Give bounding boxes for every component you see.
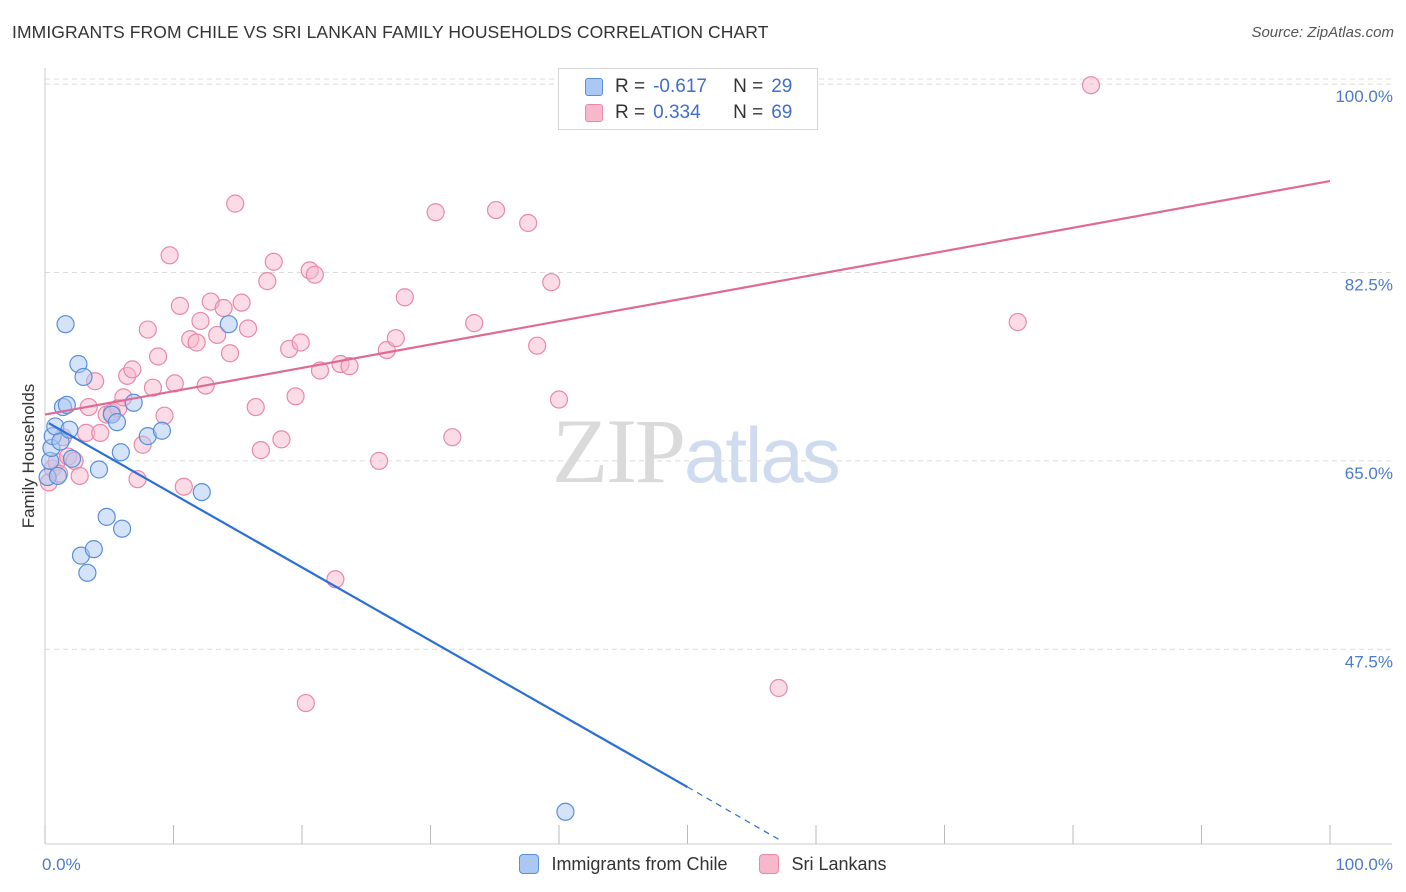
point-sri-lankans xyxy=(232,293,251,312)
point-sri-lankans xyxy=(465,314,484,333)
point-chile xyxy=(192,482,211,502)
point-sri-lankans xyxy=(386,329,405,348)
point-sri-lankans xyxy=(191,311,210,331)
tick-labels: 47.5% 65.0% 82.5% 100.0% 0.0% 100.0% Family Ho… xyxy=(19,87,1393,874)
legend-item-sri-lankans[interactable]: Sri Lankans xyxy=(759,853,887,875)
point-sri-lankans xyxy=(370,451,389,470)
watermark: ZIPatlas xyxy=(552,398,841,504)
point-chile xyxy=(89,460,109,479)
point-sri-lankans xyxy=(443,428,462,447)
legend-r-value: 0.334 xyxy=(653,102,701,123)
point-sri-lankans xyxy=(340,357,359,376)
source-credit: Source: ZipAtlas.com xyxy=(1251,24,1394,41)
point-sri-lankans xyxy=(426,203,445,222)
point-sri-lankans xyxy=(143,378,163,397)
point-sri-lankans xyxy=(272,430,291,449)
chart-title: IMMIGRANTS FROM CHILE VS SRI LANKAN FAMI… xyxy=(12,22,769,42)
legend-r-label: R = xyxy=(615,102,646,123)
point-sri-lankans xyxy=(148,347,168,366)
point-sri-lankans xyxy=(1081,76,1101,95)
legend-swatch-pink xyxy=(759,854,780,874)
point-sri-lankans xyxy=(246,397,265,417)
point-chile xyxy=(97,507,116,526)
point-sri-lankans xyxy=(174,477,193,496)
point-chile xyxy=(219,315,238,334)
point-sri-lankans xyxy=(208,325,227,345)
y-tick-label: 100.0% xyxy=(1335,87,1393,106)
correlation-legend: R = -0.617 N = 29 R = 0.334 N = 69 xyxy=(558,68,818,130)
point-chile xyxy=(84,540,103,559)
trendline-chile-extension xyxy=(687,786,782,842)
point-sri-lankans xyxy=(251,441,270,460)
point-sri-lankans xyxy=(519,213,538,233)
legend-n-label: N = xyxy=(733,76,764,97)
legend-swatch-pink xyxy=(585,104,603,122)
point-chile xyxy=(112,519,132,538)
point-sri-lankans xyxy=(226,194,245,213)
legend-r-label: R = xyxy=(615,76,646,97)
point-sri-lankans xyxy=(214,298,233,318)
point-sri-lankans xyxy=(305,265,324,284)
point-chile xyxy=(152,421,172,440)
watermark-atlas: atlas xyxy=(684,411,841,499)
point-sri-lankans xyxy=(138,320,157,339)
trend-layer xyxy=(44,179,1331,842)
legend-n-value: 69 xyxy=(771,102,793,123)
point-sri-lankans xyxy=(170,296,190,315)
point-sri-lankans xyxy=(91,423,110,442)
y-tick-label: 47.5% xyxy=(1345,652,1393,671)
point-sri-lankans xyxy=(296,693,315,713)
legend-swatch-blue xyxy=(585,78,603,96)
point-chile xyxy=(111,443,130,462)
point-sri-lankans xyxy=(1008,312,1027,332)
legend-swatch-blue xyxy=(519,854,540,874)
legend-r-value: -0.617 xyxy=(653,76,707,97)
point-chile xyxy=(56,315,75,334)
point-sri-lankans xyxy=(542,273,561,292)
point-sri-lankans xyxy=(258,272,277,291)
point-sri-lankans xyxy=(286,387,305,406)
point-sri-lankans xyxy=(291,333,310,352)
point-chile xyxy=(556,802,575,821)
point-sri-lankans xyxy=(187,333,206,352)
point-sri-lankans xyxy=(264,252,283,271)
point-sri-lankans xyxy=(220,344,240,363)
grid-layer xyxy=(45,78,1392,650)
trendline-chile xyxy=(48,422,689,788)
legend-row-sri-lankans: R = 0.334 N = 69 xyxy=(585,101,792,125)
axis-layer xyxy=(44,68,1392,845)
point-sri-lankans xyxy=(70,466,89,486)
legend-n-value: 29 xyxy=(771,76,793,97)
point-chile xyxy=(74,367,93,387)
x-tick-label: 0.0% xyxy=(42,855,81,874)
point-sri-lankans xyxy=(549,390,569,409)
point-chile xyxy=(62,449,82,468)
legend-label-sri-lankans: Sri Lankans xyxy=(791,853,887,874)
legend-item-chile[interactable]: Immigrants from Chile xyxy=(519,854,727,875)
point-sri-lankans xyxy=(155,406,174,425)
legend-row-chile: R = -0.617 N = 29 xyxy=(585,75,792,99)
point-chile xyxy=(48,466,67,486)
point-sri-lankans xyxy=(395,288,414,307)
point-sri-lankans xyxy=(528,336,547,355)
y-tick-label: 82.5% xyxy=(1345,276,1393,295)
y-tick-label: 65.0% xyxy=(1345,464,1393,483)
point-sri-lankans xyxy=(238,319,258,338)
point-chile xyxy=(107,413,127,432)
point-sri-lankans xyxy=(769,678,788,698)
watermark-zip: ZIP xyxy=(552,400,686,502)
legend-n-label: N = xyxy=(733,102,764,123)
x-tick-label: 100.0% xyxy=(1335,855,1393,874)
series-sri-lankans xyxy=(39,76,1101,713)
point-chile xyxy=(78,563,97,582)
trendline-sri-lankans xyxy=(44,179,1331,416)
point-sri-lankans xyxy=(486,200,506,220)
point-sri-lankans xyxy=(123,360,142,379)
y-axis-label: Family Households xyxy=(19,384,38,529)
series-legend: Immigrants from Chile Sri Lankans xyxy=(0,850,1406,878)
point-sri-lankans xyxy=(160,246,179,265)
legend-label-chile: Immigrants from Chile xyxy=(551,853,728,874)
